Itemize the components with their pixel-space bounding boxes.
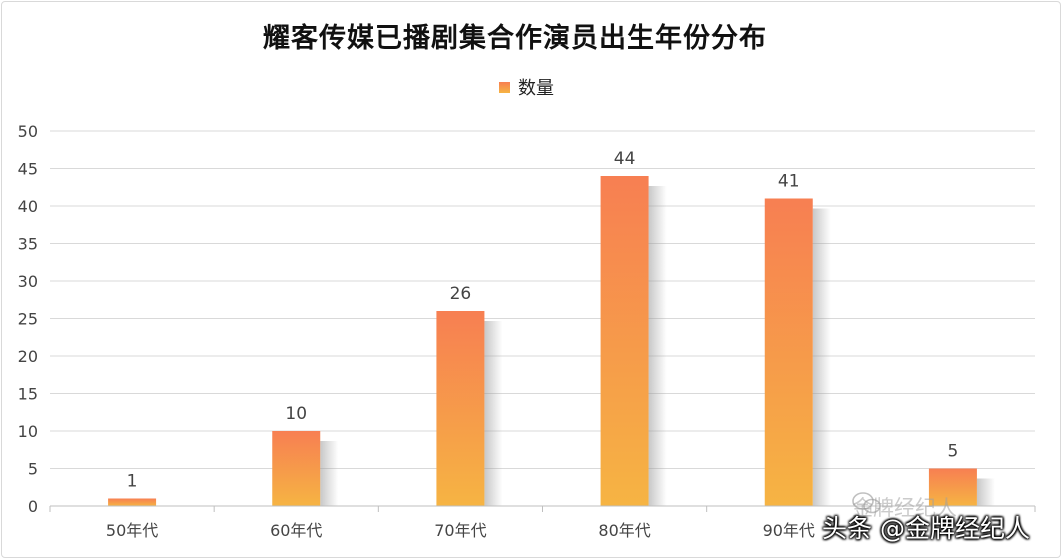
legend-label: 数量 (518, 78, 554, 99)
y-tick-label: 30 (18, 272, 38, 291)
bar (928, 468, 977, 506)
y-tick-label: 10 (18, 422, 38, 441)
bar (600, 176, 649, 506)
y-tick-label: 5 (28, 460, 38, 479)
data-label: 1 (127, 472, 138, 492)
bar-shadow (812, 208, 831, 506)
chart-title: 耀客传媒已播剧集合作演员出生年份分布 (263, 23, 767, 54)
data-label: 26 (450, 284, 472, 304)
bar-shadow (484, 321, 503, 506)
bar-shadow (320, 441, 339, 506)
legend-swatch (499, 81, 510, 93)
data-label: 44 (614, 149, 636, 169)
y-tick-label: 20 (18, 347, 38, 366)
bar (436, 311, 485, 506)
y-tick-label: 40 (18, 197, 38, 216)
bar (764, 198, 813, 506)
x-category-label: 80年代 (598, 521, 650, 540)
y-tick-label: 35 (18, 235, 38, 254)
x-category-label: 60年代 (270, 521, 322, 540)
bar (272, 431, 321, 506)
x-category-label: 70年代 (434, 521, 486, 540)
y-tick-label: 50 (18, 122, 38, 141)
data-label: 10 (285, 404, 307, 424)
data-label: 41 (778, 172, 800, 192)
data-label: 5 (948, 442, 959, 462)
chart-legend: 数量 (499, 74, 554, 100)
bar-shadow (648, 186, 667, 506)
bar-shadow (976, 478, 995, 506)
y-tick-label: 15 (18, 385, 38, 404)
y-tick-label: 45 (18, 160, 38, 179)
y-tick-label: 0 (28, 497, 38, 516)
wechat-icon (852, 492, 881, 514)
x-category-label: 50年代 (106, 521, 158, 540)
watermark-faint: 金牌经纪人 (852, 492, 957, 522)
watermark-text: 头条 @金牌经纪人 (822, 514, 1030, 543)
y-tick-label: 25 (18, 310, 38, 329)
x-category-label: 90年代 (763, 521, 815, 540)
bar (108, 498, 157, 506)
